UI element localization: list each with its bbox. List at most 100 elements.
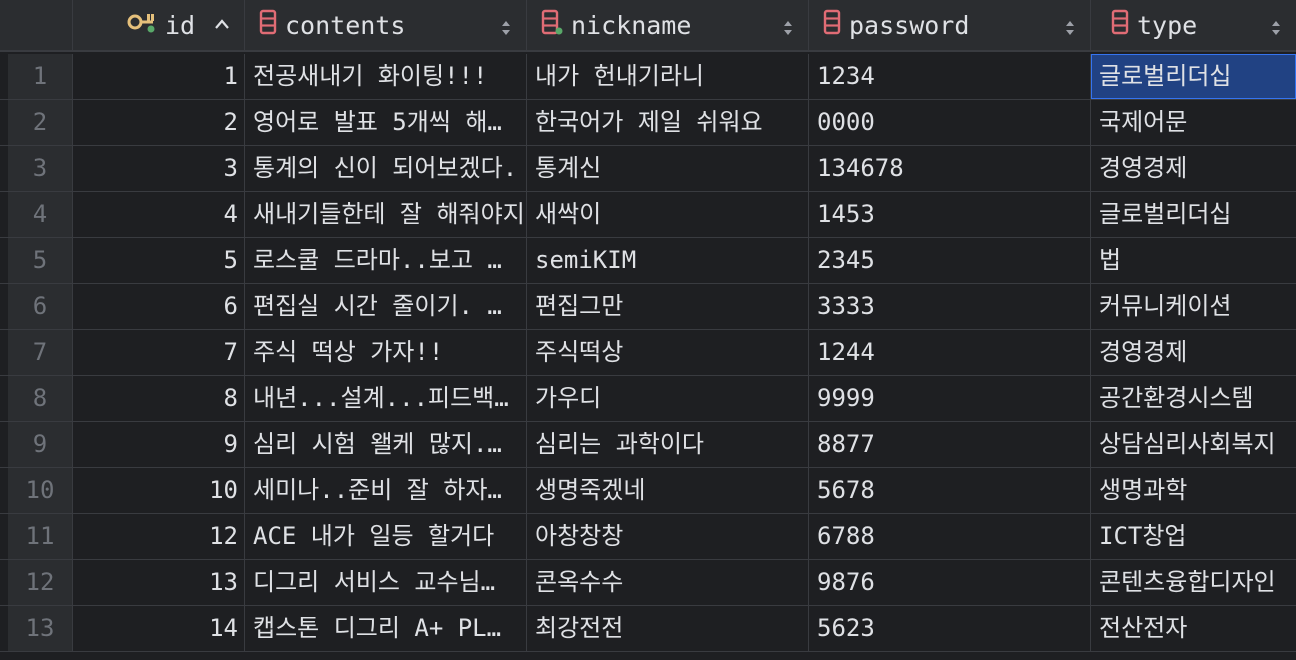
cell-nickname[interactable]: 최강전전 [527, 606, 809, 651]
cell-id[interactable]: 2 [73, 100, 245, 145]
cell-type[interactable]: 공간환경시스템 [1099, 384, 1254, 412]
cell-contents[interactable]: 세미나..준비 잘 하자… [245, 468, 527, 513]
column-icon [541, 9, 563, 41]
cell-type[interactable]: 글로벌리더십 [1099, 200, 1232, 228]
column-header-label: id [165, 10, 196, 40]
cell-nickname[interactable]: 편집그만 [527, 284, 809, 329]
cell-type[interactable]: 커뮤니케이션 [1099, 292, 1232, 320]
cell-type[interactable]: 콘텐츠융합디자인 [1099, 568, 1276, 596]
cell-nickname[interactable]: 통계신 [527, 146, 809, 191]
column-header-nickname[interactable]: nickname [527, 0, 809, 50]
sort-toggle-icon[interactable] [500, 15, 512, 35]
sort-toggle-icon[interactable] [1064, 15, 1076, 35]
cell-nickname[interactable]: 아창창창 [527, 514, 809, 559]
cell-contents[interactable]: 새내기들한테 잘 해줘야지 [245, 192, 527, 237]
table-row[interactable]: 11 12 ACE 내가 일등 할거다 아창창창 6788 ICT창업 [0, 514, 1296, 560]
table-row[interactable]: 8 8 내년...설계...피드백… 가우디 9999 공간환경시스템 [0, 376, 1296, 422]
cell-type[interactable]: 경영경제 [1099, 154, 1188, 182]
cell-password[interactable]: 8877 [809, 422, 1091, 467]
cell-password[interactable]: 134678 [809, 146, 1091, 191]
table-row[interactable]: 13 14 캡스톤 디그리 A+ PL… 최강전전 5623 전산전자 [0, 606, 1296, 652]
cell-password[interactable]: 3333 [809, 284, 1091, 329]
cell-id[interactable]: 4 [73, 192, 245, 237]
cell-password[interactable]: 5623 [809, 606, 1091, 651]
sort-toggle-icon[interactable] [1270, 15, 1282, 35]
column-header-password[interactable]: password [809, 0, 1091, 50]
table-row[interactable]: 2 2 영어로 발표 5개씩 해… 한국어가 제일 쉬워요 0000 국제어문 [0, 100, 1296, 146]
cell-contents[interactable]: 로스쿨 드라마..보고 … [245, 238, 527, 283]
cell-nickname[interactable]: semiKIM [527, 238, 809, 283]
cell-type[interactable]: ICT창업 [1099, 522, 1187, 550]
sort-ascending-icon[interactable] [214, 13, 230, 42]
cell-id[interactable]: 5 [73, 238, 245, 283]
cell-contents[interactable]: 심리 시험 왤케 많지.… [245, 422, 527, 467]
cell-contents[interactable]: 디그리 서비스 교수님… [245, 560, 527, 605]
cell-nickname[interactable]: 한국어가 제일 쉬워요 [527, 100, 809, 145]
cell-password[interactable]: 9876 [809, 560, 1091, 605]
cell-contents[interactable]: 영어로 발표 5개씩 해… [245, 100, 527, 145]
table-row[interactable]: 10 10 세미나..준비 잘 하자… 생명죽겠네 5678 생명과학 [0, 468, 1296, 514]
cell-password[interactable]: 1244 [809, 330, 1091, 375]
cell-id[interactable]: 13 [73, 560, 245, 605]
cell-nickname[interactable]: 심리는 과학이다 [527, 422, 809, 467]
cell-id[interactable]: 7 [73, 330, 245, 375]
row-number: 1 [8, 54, 73, 99]
row-number: 8 [8, 376, 73, 421]
cell-type[interactable]: 국제어문 [1099, 108, 1188, 136]
table-row[interactable]: 5 5 로스쿨 드라마..보고 … semiKIM 2345 법 [0, 238, 1296, 284]
cell-id[interactable]: 12 [73, 514, 245, 559]
column-header-id[interactable]: id [73, 0, 245, 50]
cell-password[interactable]: 1234 [809, 54, 1091, 99]
cell-id[interactable]: 6 [73, 284, 245, 329]
cell-id[interactable]: 14 [73, 606, 245, 651]
cell-contents[interactable]: 통계의 신이 되어보겠다. [245, 146, 527, 191]
cell-contents[interactable]: ACE 내가 일등 할거다 [245, 514, 527, 559]
cell-type[interactable]: 생명과학 [1099, 476, 1188, 504]
sort-toggle-icon[interactable] [782, 15, 794, 35]
row-number: 5 [8, 238, 73, 283]
cell-type[interactable]: 전산전자 [1099, 614, 1188, 642]
column-header-type[interactable]: type [1091, 0, 1296, 50]
cell-contents[interactable]: 편집실 시간 줄이기. … [245, 284, 527, 329]
row-number: 2 [8, 100, 73, 145]
cell-password[interactable]: 5678 [809, 468, 1091, 513]
cell-contents[interactable]: 주식 떡상 가자!! [245, 330, 527, 375]
cell-id[interactable]: 8 [73, 376, 245, 421]
cell-password[interactable]: 0000 [809, 100, 1091, 145]
column-icon [1111, 9, 1129, 41]
cell-type-selected[interactable]: 글로벌리더십 [1091, 54, 1296, 99]
cell-id[interactable]: 3 [73, 146, 245, 191]
cell-password[interactable]: 2345 [809, 238, 1091, 283]
cell-contents[interactable]: 내년...설계...피드백… [245, 376, 527, 421]
cell-nickname[interactable]: 가우디 [527, 376, 809, 421]
table-row[interactable]: 12 13 디그리 서비스 교수님… 콘옥수수 9876 콘텐츠융합디자인 [0, 560, 1296, 606]
column-header-contents[interactable]: contents [245, 0, 527, 50]
cell-password[interactable]: 6788 [809, 514, 1091, 559]
table-row[interactable]: 4 4 새내기들한테 잘 해줘야지 새싹이 1453 글로벌리더십 [0, 192, 1296, 238]
table-row[interactable]: 3 3 통계의 신이 되어보겠다. 통계신 134678 경영경제 [0, 146, 1296, 192]
cell-id[interactable]: 10 [73, 468, 245, 513]
row-number: 7 [8, 330, 73, 375]
cell-contents[interactable]: 전공새내기 화이팅!!! [245, 54, 527, 99]
cell-password[interactable]: 9999 [809, 376, 1091, 421]
table-row[interactable]: 1 1 전공새내기 화이팅!!! 내가 헌내기라니 1234 글로벌리더십 [0, 54, 1296, 100]
cell-nickname[interactable]: 주식떡상 [527, 330, 809, 375]
cell-nickname[interactable]: 콘옥수수 [527, 560, 809, 605]
table-row[interactable]: 9 9 심리 시험 왤케 많지.… 심리는 과학이다 8877 상담심리사회복지 [0, 422, 1296, 468]
cell-password[interactable]: 1453 [809, 192, 1091, 237]
cell-nickname[interactable]: 내가 헌내기라니 [527, 54, 809, 99]
cell-nickname[interactable]: 생명죽겠네 [527, 468, 809, 513]
row-number: 4 [8, 192, 73, 237]
cell-id[interactable]: 1 [73, 54, 245, 99]
cell-id[interactable]: 9 [73, 422, 245, 467]
cell-contents[interactable]: 캡스톤 디그리 A+ PL… [245, 606, 527, 651]
cell-type[interactable]: 경영경제 [1099, 338, 1188, 366]
cell-nickname[interactable]: 새싹이 [527, 192, 809, 237]
table-row[interactable]: 6 6 편집실 시간 줄이기. … 편집그만 3333 커뮤니케이션 [0, 284, 1296, 330]
row-number: 3 [8, 146, 73, 191]
cell-type[interactable]: 법 [1099, 246, 1122, 274]
cell-type[interactable]: 상담심리사회복지 [1099, 430, 1276, 458]
table-row[interactable]: 7 7 주식 떡상 가자!! 주식떡상 1244 경영경제 [0, 330, 1296, 376]
column-header-label: type [1137, 10, 1198, 40]
